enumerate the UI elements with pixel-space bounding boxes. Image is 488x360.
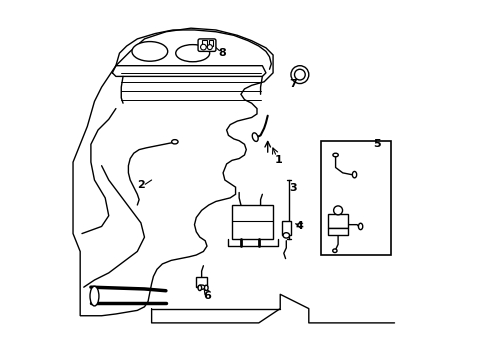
Polygon shape [73,28,272,316]
Bar [201,40,206,46]
Text: 1: 1 [274,156,282,165]
Circle shape [207,45,212,50]
Ellipse shape [283,233,289,238]
Ellipse shape [171,140,178,144]
Bar [231,205,272,239]
Text: 4: 4 [295,221,303,231]
Bar [328,228,347,235]
Circle shape [200,44,206,50]
FancyBboxPatch shape [198,39,216,51]
Ellipse shape [198,285,205,289]
Ellipse shape [204,285,207,291]
Ellipse shape [252,133,258,141]
Text: 7: 7 [288,78,296,89]
Text: 3: 3 [288,183,296,193]
Ellipse shape [175,45,209,62]
Text: 2: 2 [137,180,144,190]
Ellipse shape [198,285,201,291]
Circle shape [290,66,308,84]
Ellipse shape [132,41,167,61]
Bar [196,277,206,287]
Bar [321,141,390,255]
Ellipse shape [332,249,336,252]
Bar [208,40,213,46]
Ellipse shape [333,206,342,215]
Ellipse shape [332,153,338,157]
Ellipse shape [358,223,362,230]
Text: 8: 8 [218,48,226,58]
Bar [328,214,347,228]
Ellipse shape [352,171,356,178]
Circle shape [294,69,305,80]
Ellipse shape [90,286,99,306]
Bar [282,221,290,235]
Text: 5: 5 [372,139,380,149]
Text: 6: 6 [203,291,210,301]
